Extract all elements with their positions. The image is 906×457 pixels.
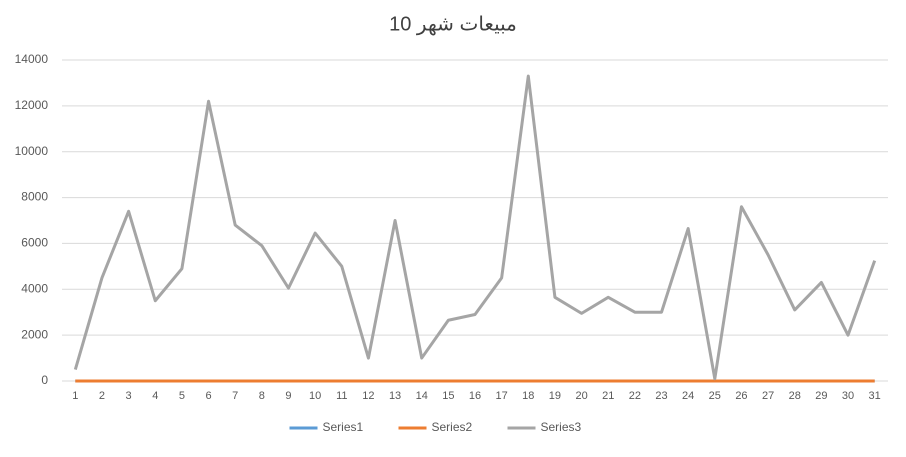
y-tick-label: 2000: [21, 327, 48, 341]
x-tick-label: 6: [205, 390, 211, 402]
y-tick-label: 8000: [21, 190, 48, 204]
x-tick-label: 10: [309, 390, 321, 402]
y-tick-label: 14000: [15, 52, 49, 66]
x-tick-label: 7: [232, 390, 238, 402]
x-tick-label: 29: [815, 390, 827, 402]
x-tick-label: 27: [762, 390, 774, 402]
x-tick-label: 23: [655, 390, 667, 402]
x-tick-label: 1: [72, 390, 78, 402]
x-tick-label: 2: [99, 390, 105, 402]
x-tick-label: 20: [575, 390, 587, 402]
x-tick-label: 18: [522, 390, 534, 402]
x-tick-label: 4: [152, 390, 158, 402]
y-tick-label: 10000: [15, 144, 49, 158]
series-line: [73, 74, 877, 381]
legend-label: Series3: [541, 420, 582, 434]
x-tick-label: 15: [442, 390, 454, 402]
y-tick-label: 6000: [21, 236, 48, 250]
x-tick-label: 30: [842, 390, 854, 402]
x-tick-label: 26: [735, 390, 747, 402]
x-tick-label: 19: [549, 390, 561, 402]
x-tick-label: 5: [179, 390, 185, 402]
x-tick-label: 21: [602, 390, 614, 402]
y-tick-label: 12000: [15, 98, 49, 112]
x-tick-label: 8: [259, 390, 265, 402]
y-tick-label: 4000: [21, 281, 48, 295]
x-tick-label: 31: [869, 390, 881, 402]
x-tick-label: 14: [416, 390, 428, 402]
x-tick-label: 16: [469, 390, 481, 402]
x-tick-label: 3: [126, 390, 132, 402]
x-tick-label: 12: [362, 390, 374, 402]
x-tick-label: 13: [389, 390, 401, 402]
legend-label: Series1: [323, 420, 364, 434]
legend-label: Series2: [432, 420, 473, 434]
x-tick-label: 28: [789, 390, 801, 402]
y-tick-label: 0: [41, 373, 48, 387]
x-tick-label: 17: [496, 390, 508, 402]
x-tick-label: 25: [709, 390, 721, 402]
x-tick-label: 9: [285, 390, 291, 402]
x-tick-label: 22: [629, 390, 641, 402]
chart-title: مبيعات شهر 10: [389, 13, 517, 35]
x-tick-label: 24: [682, 390, 694, 402]
x-tick-label: 11: [336, 390, 347, 402]
